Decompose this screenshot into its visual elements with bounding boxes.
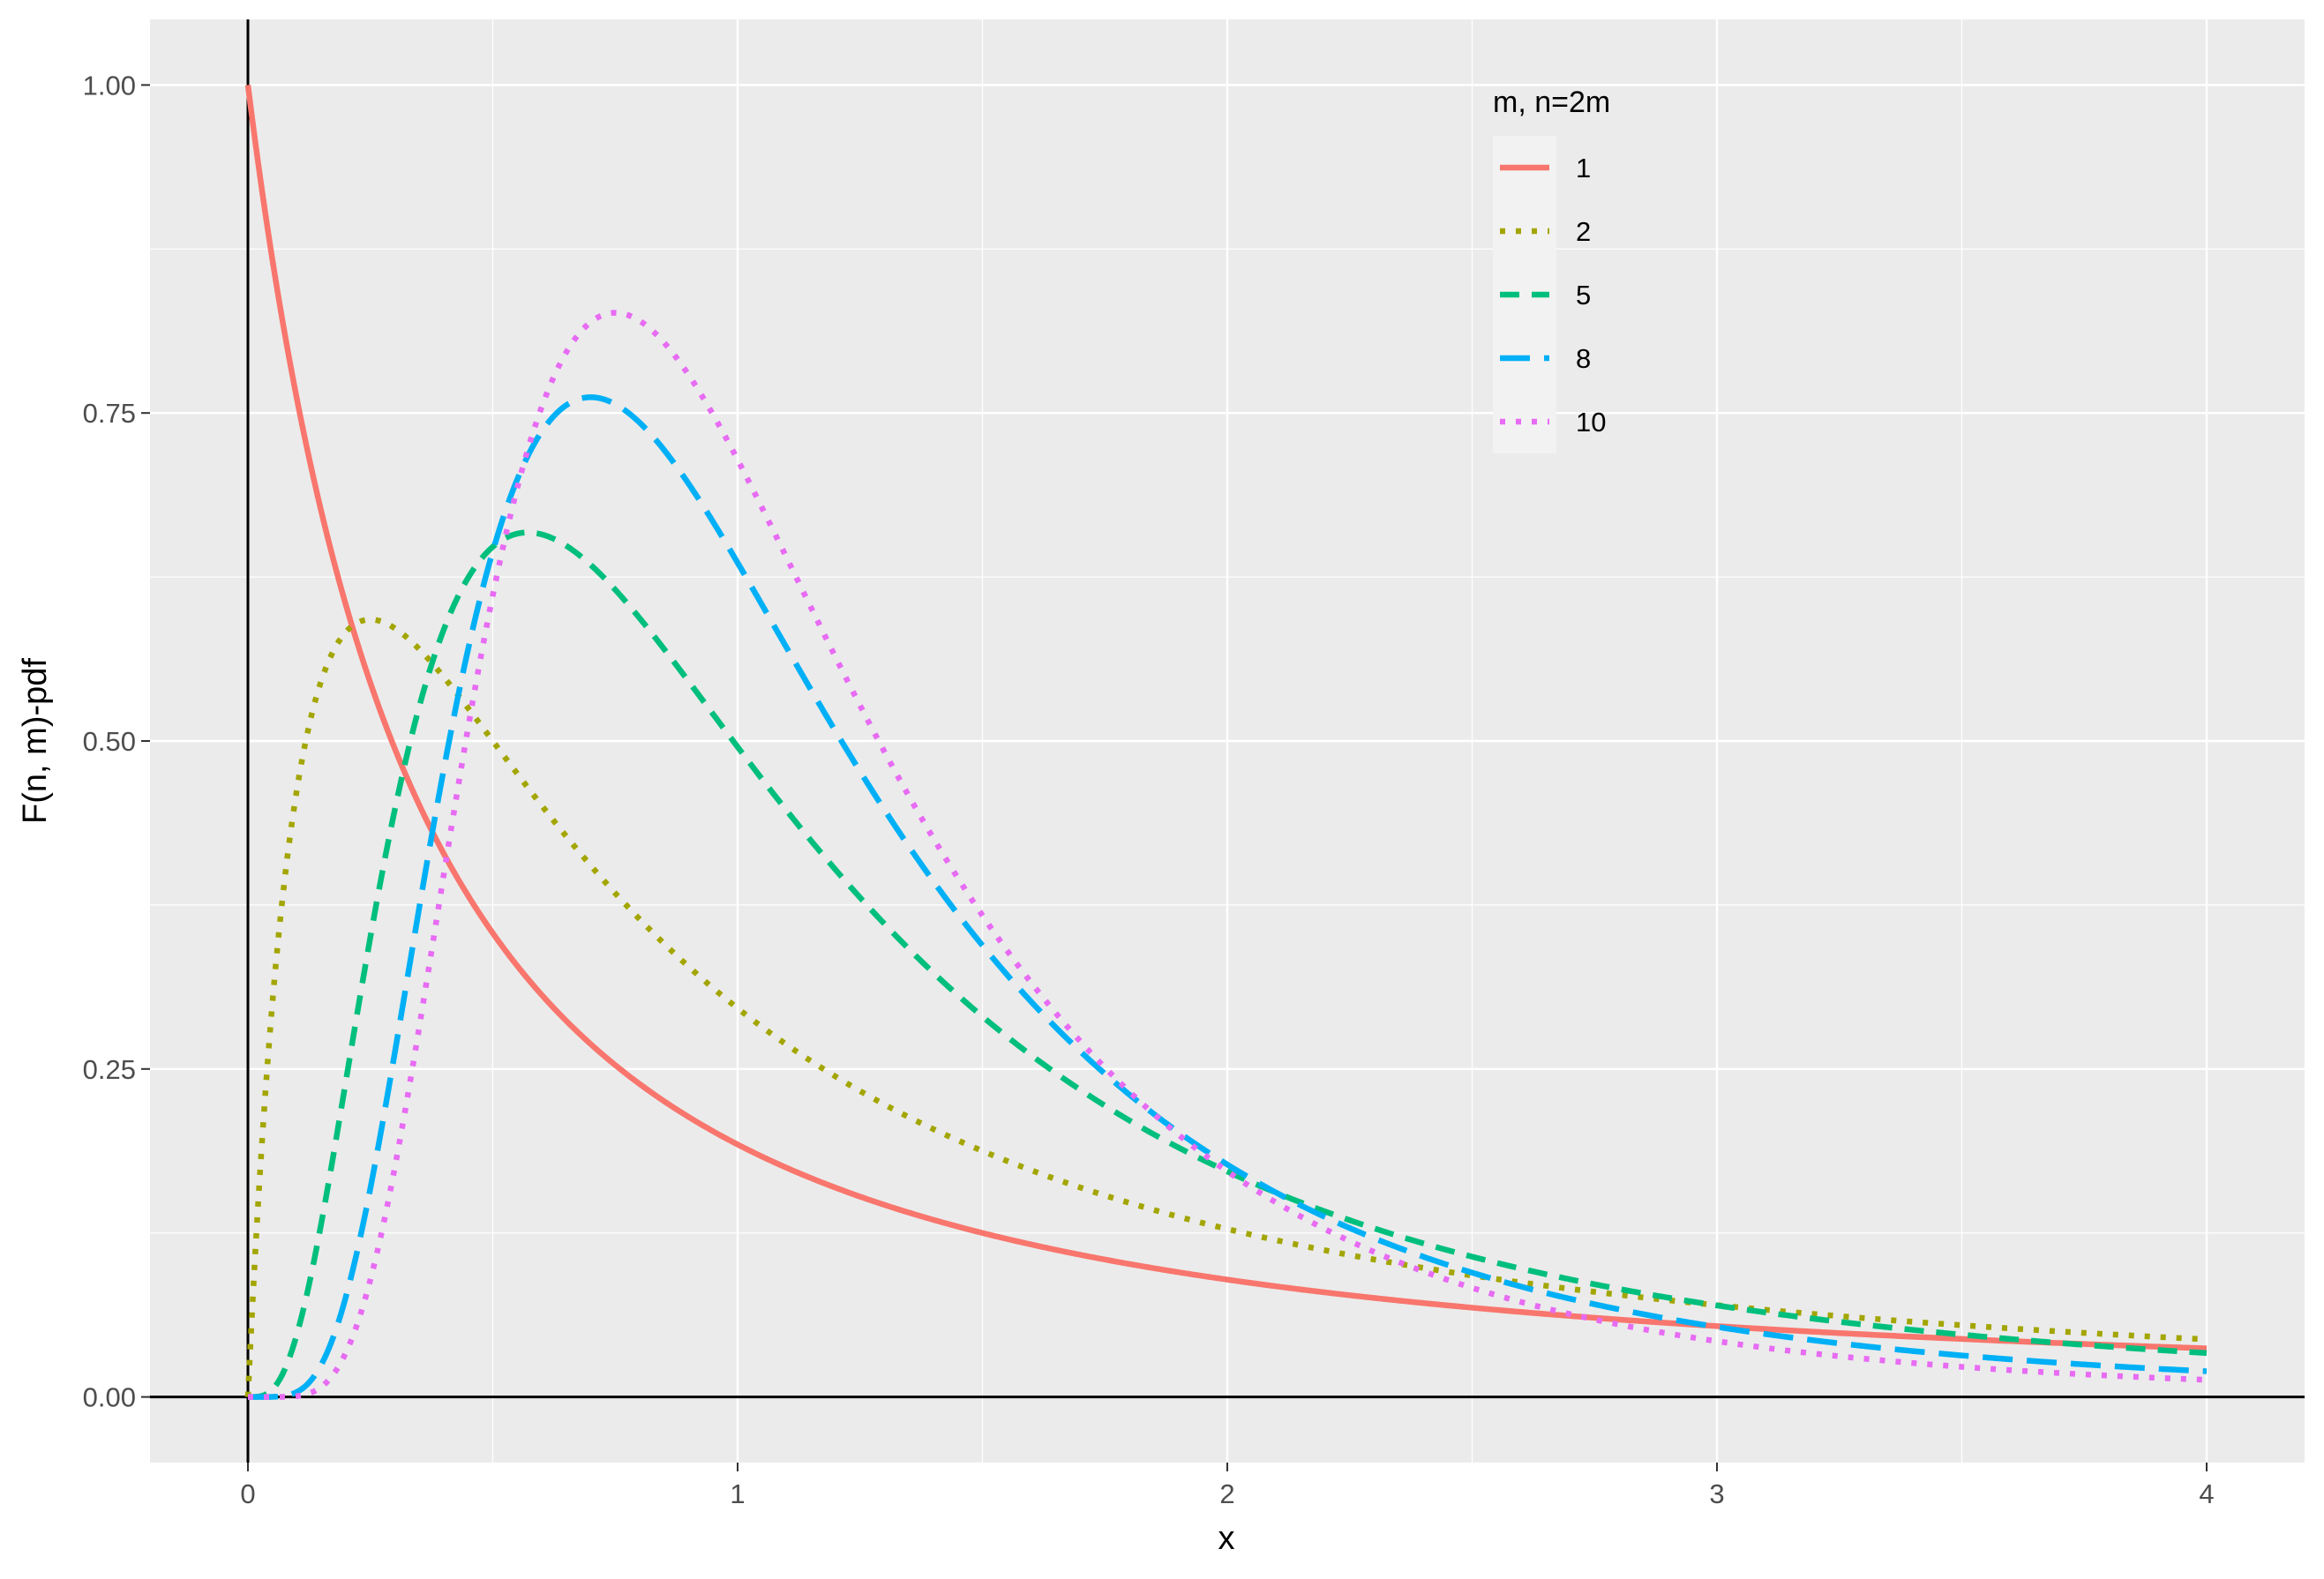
x-axis-title: x xyxy=(1218,1520,1235,1557)
legend: m, n=2m 1 2 5 8 10 xyxy=(1493,86,1610,453)
reference-lines xyxy=(150,19,2305,1463)
y-tick-label: 0.75 xyxy=(83,398,136,429)
series-line-1 xyxy=(244,84,2208,1351)
y-tick-label: 0.50 xyxy=(83,726,136,757)
series-layer xyxy=(244,84,2208,1400)
legend-label-1: 1 xyxy=(1576,153,1591,183)
legend-label-2: 2 xyxy=(1576,216,1591,247)
y-tick-label: 0.00 xyxy=(83,1382,136,1413)
series-line-2 xyxy=(244,617,2208,1397)
legend-label-8: 8 xyxy=(1576,343,1591,374)
legend-title: m, n=2m xyxy=(1493,86,1610,119)
y-axis: 0.00 0.25 0.50 0.75 1.00 xyxy=(83,70,150,1413)
x-tick-label: 3 xyxy=(1709,1478,1724,1509)
x-tick-label: 1 xyxy=(730,1478,745,1509)
series-line-10 xyxy=(247,310,2208,1400)
x-tick-label: 0 xyxy=(240,1478,255,1509)
y-tick-label: 0.25 xyxy=(83,1054,136,1085)
x-tick-label: 2 xyxy=(1219,1478,1234,1509)
y-tick-label: 1.00 xyxy=(83,70,136,101)
legend-label-5: 5 xyxy=(1576,280,1591,311)
x-tick-label: 4 xyxy=(2199,1478,2214,1509)
legend-label-10: 10 xyxy=(1576,407,1606,438)
legend-items: 1 2 5 8 10 xyxy=(1493,136,1606,453)
series-line-5 xyxy=(247,529,2208,1400)
series-line-8 xyxy=(247,394,2208,1400)
x-axis: 0 1 2 3 4 xyxy=(240,1463,2215,1509)
y-axis-title: F(n, m)-pdf xyxy=(17,658,54,824)
